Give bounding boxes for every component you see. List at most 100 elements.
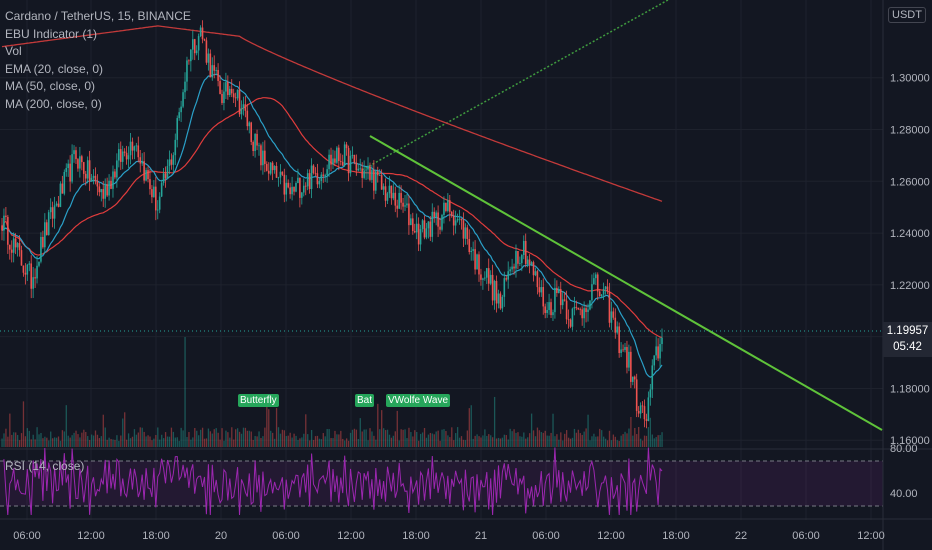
candle-body — [474, 249, 476, 270]
candle-body — [328, 154, 330, 170]
volume-bar — [346, 438, 348, 447]
candle-body — [131, 141, 134, 151]
candle-body — [125, 152, 128, 160]
rsi-legend[interactable]: RSI (14, close) — [5, 459, 85, 473]
volume-bar — [443, 429, 445, 447]
candle-body — [174, 139, 177, 156]
volume-bar — [564, 433, 566, 447]
volume-bar — [77, 434, 79, 447]
volume-bar — [569, 438, 572, 447]
candle-body — [186, 60, 188, 82]
volume-bar — [375, 439, 377, 447]
volume-bar — [449, 437, 451, 447]
volume-bar — [326, 429, 328, 447]
volume-bar — [53, 437, 56, 447]
candle-body — [631, 376, 634, 382]
pattern-label-bat[interactable]: Bat — [355, 394, 375, 407]
volume-bar — [285, 436, 287, 447]
volume-bar — [81, 432, 83, 447]
volume-bar — [499, 438, 502, 447]
rsi-series — [3, 447, 663, 516]
candle-body — [415, 223, 418, 233]
volume-bar — [83, 429, 85, 447]
volume-bar — [272, 432, 274, 447]
volume-bar — [585, 428, 587, 447]
candle-body — [355, 162, 358, 171]
volume-bar — [433, 434, 435, 447]
volume-bar — [425, 437, 428, 447]
candle-body — [279, 171, 282, 178]
candle-body — [462, 220, 465, 239]
volume-bar — [534, 436, 537, 447]
legend-indicator-ebu[interactable]: EBU Indicator (1) — [5, 26, 98, 41]
candle-body — [65, 168, 68, 173]
candle-body — [661, 337, 663, 345]
candle-body — [71, 154, 73, 182]
volume-bar — [404, 429, 406, 447]
candle-body — [16, 243, 19, 248]
volume-bar — [248, 430, 250, 447]
volume-bar — [221, 428, 223, 447]
volume-bar — [238, 431, 241, 447]
volume-bar — [246, 430, 249, 447]
candle-body — [606, 286, 609, 292]
candle-body — [197, 36, 200, 51]
volume-bar — [104, 427, 106, 447]
volume-bar — [186, 436, 188, 447]
volume-bar — [497, 437, 500, 447]
candle-body — [230, 88, 233, 94]
candle-body — [406, 203, 408, 206]
currency-badge[interactable]: USDT — [888, 7, 926, 23]
time-tick-label: 18:00 — [142, 530, 170, 542]
volume-bar — [15, 432, 17, 447]
pattern-label-wolfe-wave[interactable]: VWolfe Wave — [386, 394, 451, 407]
legend-indicator-vol[interactable]: Vol — [5, 44, 22, 58]
candle-body — [20, 250, 23, 266]
volume-bar — [20, 433, 23, 447]
time-tick-label: 06:00 — [532, 530, 560, 542]
time-tick-label: 06:00 — [792, 530, 820, 542]
volume-bar — [153, 438, 155, 447]
volume-bar — [558, 439, 560, 447]
volume-bar — [480, 437, 482, 447]
candle-body — [614, 317, 617, 333]
volume-bar — [530, 413, 533, 447]
legend-indicator-ma200[interactable]: MA (200, close, 0) — [5, 96, 102, 111]
legend-indicator-ema[interactable]: EMA (20, close, 0) — [5, 61, 104, 76]
pattern-label-butterfly[interactable]: Butterfly — [238, 394, 279, 407]
volume-bar — [199, 429, 202, 447]
candle-body — [511, 266, 513, 270]
legend-symbol[interactable]: Cardano / TetherUS, 15, BINANCE — [5, 9, 191, 23]
candle-body — [86, 160, 89, 179]
candle-body — [579, 309, 582, 311]
candle-body — [34, 277, 36, 279]
candle-body — [164, 173, 167, 179]
candle-body — [515, 251, 517, 269]
volume-bar — [523, 432, 525, 447]
volume-bar — [418, 440, 420, 447]
volume-bar — [5, 428, 7, 447]
volume-bar — [94, 430, 97, 447]
volume-bar — [412, 436, 414, 447]
volume-bar — [309, 440, 311, 447]
volume-bar — [447, 435, 449, 447]
candle-body — [67, 163, 69, 169]
volume-bar — [616, 440, 618, 447]
candle-body — [630, 351, 632, 382]
volume-bar — [322, 433, 324, 447]
volume-bar — [196, 430, 198, 447]
candle-body — [343, 144, 346, 166]
volume-bar — [159, 439, 161, 447]
volume-bar — [363, 429, 365, 447]
legend-indicator-ma50[interactable]: MA (50, close, 0) — [5, 79, 96, 93]
candle-body — [423, 220, 426, 238]
volume-bar — [573, 428, 576, 447]
candle-body — [191, 39, 194, 50]
candle-body — [626, 347, 628, 368]
volume-bar — [244, 427, 247, 447]
candle-body — [585, 308, 587, 313]
candle-body — [88, 160, 91, 182]
volume-bar — [127, 433, 130, 447]
candle-body — [550, 302, 552, 316]
